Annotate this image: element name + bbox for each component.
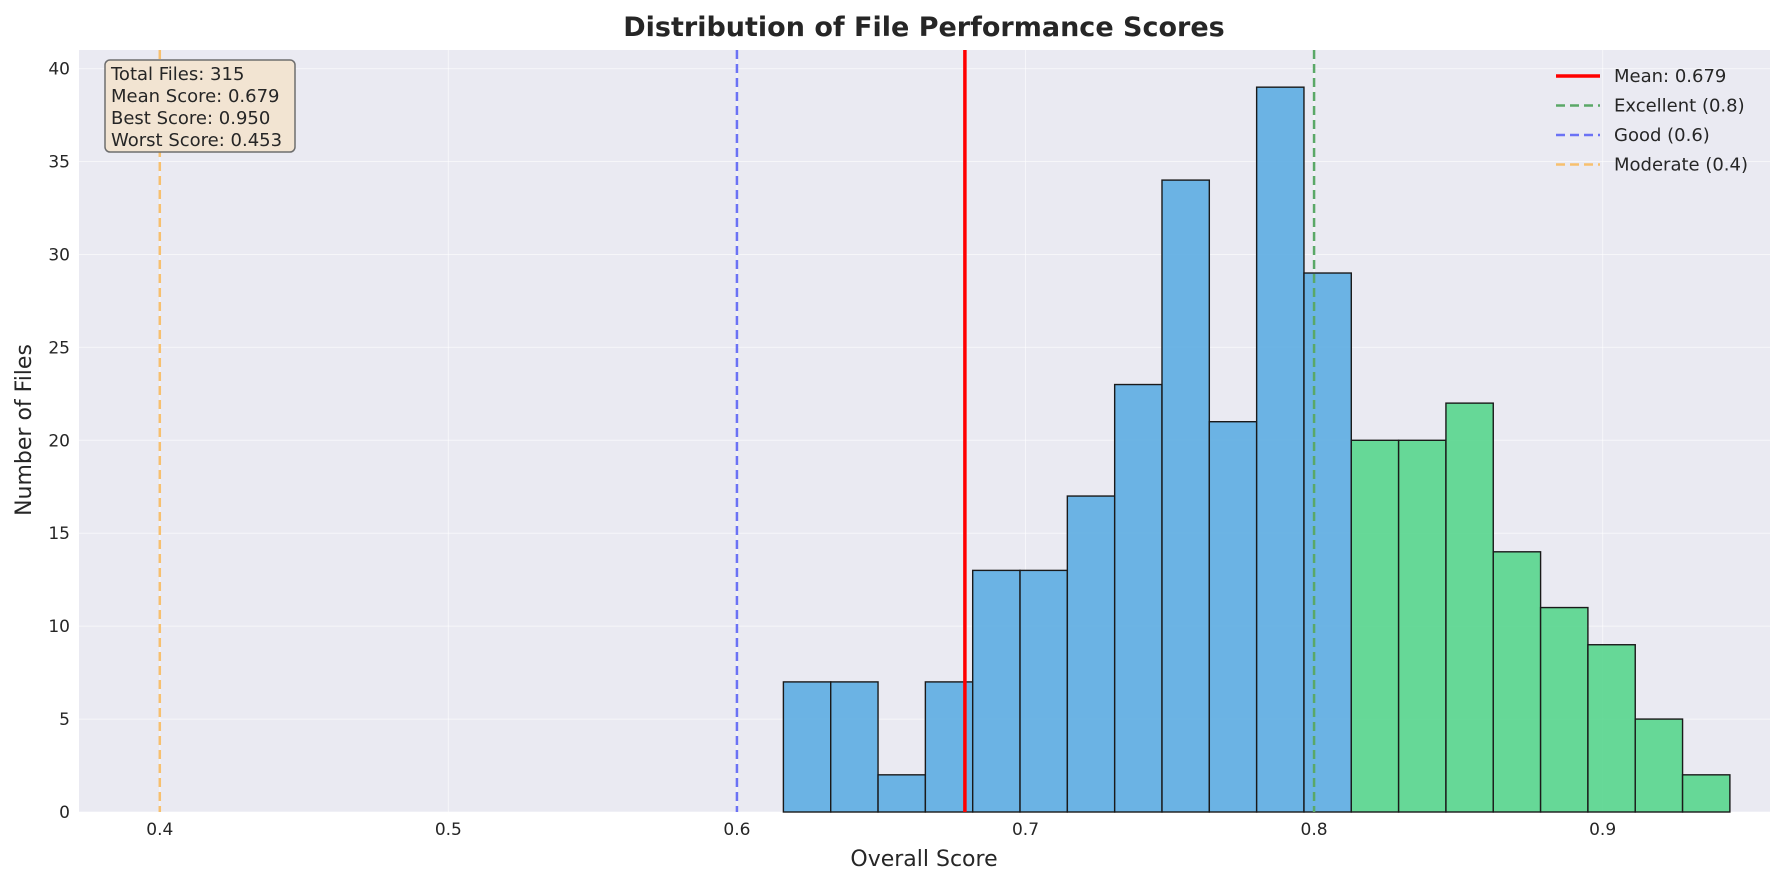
- histogram-bar: [830, 681, 879, 813]
- legend-label: Good (0.6): [1614, 125, 1710, 146]
- stats-box-background: [104, 59, 296, 153]
- histogram-bar: [1539, 606, 1589, 813]
- x-tick-label: 0.4: [146, 820, 173, 840]
- y-tick-label: 30: [48, 245, 70, 265]
- histogram-bar: [1255, 86, 1305, 813]
- y-tick-label: 10: [48, 617, 70, 637]
- histogram-bar: [782, 681, 832, 813]
- stats-best-score: Best Score: 0.950: [111, 108, 270, 129]
- histogram-bar: [1350, 439, 1400, 813]
- stats-total-files: Total Files: 315: [110, 64, 244, 85]
- histogram-bar: [1113, 383, 1163, 813]
- y-tick-label: 15: [48, 524, 70, 544]
- histogram-bar: [1303, 272, 1352, 813]
- x-tick-label: 0.8: [1301, 820, 1328, 840]
- histogram-bar: [971, 569, 1021, 813]
- y-tick-label: 25: [48, 338, 70, 358]
- stats-mean-score: Mean Score: 0.679: [111, 86, 280, 107]
- y-tick-label: 0: [59, 803, 70, 823]
- legend: Mean: 0.679 Excellent (0.8) Good (0.6) Mode…: [1556, 66, 1748, 176]
- stats-worst-score: Worst Score: 0.453: [111, 130, 282, 151]
- histogram-bar: [1161, 179, 1211, 813]
- legend-label: Excellent (0.8): [1614, 96, 1745, 117]
- histogram-bar: [1492, 551, 1542, 813]
- tick-labels: 0.4 0.5 0.6 0.7 0.8 0.9 0 5 10 15 20 25 30 35 40: [48, 60, 1616, 840]
- histogram-bar: [1208, 421, 1258, 813]
- histogram-bars: [782, 86, 1731, 813]
- histogram-bar: [1681, 774, 1731, 813]
- y-tick-label: 5: [59, 710, 70, 730]
- y-tick-label: 35: [48, 153, 70, 173]
- histogram-bar: [1397, 439, 1447, 813]
- stats-box: Total Files: 315 Mean Score: 0.679 Best …: [104, 59, 296, 153]
- histogram-bar: [1587, 644, 1636, 813]
- x-axis-label: Overall Score: [850, 847, 997, 872]
- histogram-bar: [1019, 569, 1069, 813]
- y-tick-label: 40: [48, 60, 70, 80]
- legend-label: Moderate (0.4): [1614, 155, 1748, 176]
- histogram-bar: [1445, 402, 1494, 813]
- y-axis-label: Number of Files: [12, 344, 37, 516]
- reference-lines: [158, 50, 1316, 812]
- chart-title: Distribution of File Performance Scores: [623, 12, 1224, 43]
- x-tick-label: 0.5: [435, 820, 462, 840]
- x-tick-label: 0.6: [723, 820, 750, 840]
- y-tick-label: 20: [48, 431, 70, 451]
- x-tick-label: 0.9: [1589, 820, 1616, 840]
- histogram-bar: [1066, 495, 1116, 813]
- x-tick-label: 0.7: [1012, 820, 1039, 840]
- legend-label: Mean: 0.679: [1614, 66, 1726, 87]
- histogram-bar: [877, 774, 927, 813]
- histogram-bar: [1634, 718, 1684, 813]
